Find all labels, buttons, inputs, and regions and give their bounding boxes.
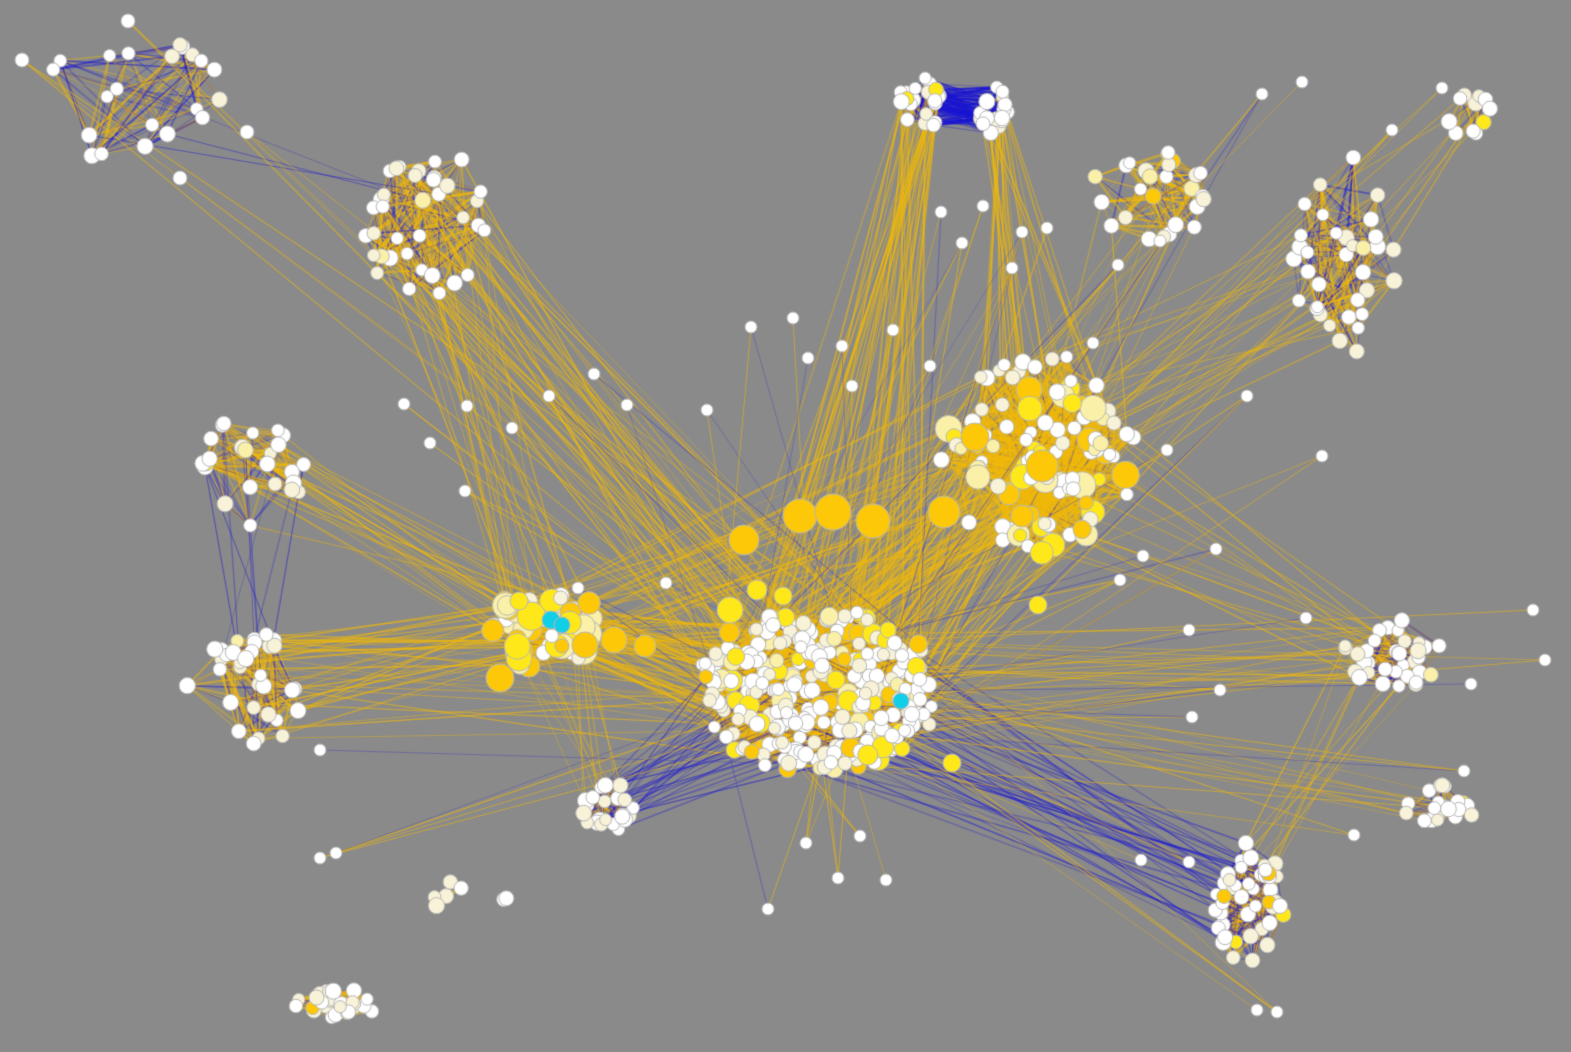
network-graph-visualization [0,0,1571,1052]
network-graph-canvas[interactable] [0,0,1571,1052]
